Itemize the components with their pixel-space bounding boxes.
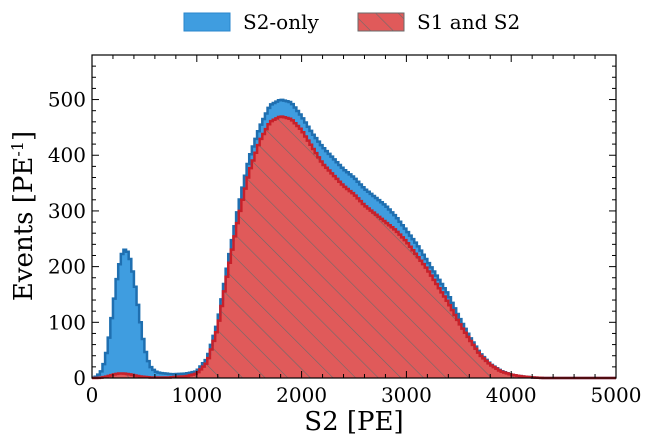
y-tick-label: 500 [48,88,86,112]
legend-label-s2-only: S2-only [243,10,320,34]
legend-swatch-s2-only [183,12,231,32]
x-tick-label: 4000 [486,383,537,407]
legend-label-s1-and-s2: S1 and S2 [417,10,520,34]
plot-frame [91,54,617,379]
y-axis-label-superscript: -1 [8,141,27,157]
x-tick-label: 0 [86,383,99,407]
x-tick-label: 3000 [381,383,432,407]
legend: S2-only S1 and S2 [183,10,520,34]
legend-swatch-s1-and-s2 [357,12,405,32]
y-tick-label: 300 [48,199,86,223]
x-tick-label: 5000 [591,383,642,407]
y-axis-label: Events [PE-1] [8,131,40,301]
x-tick-label: 2000 [276,383,327,407]
y-tick-label: 0 [73,366,86,390]
y-axis-label-close: ] [9,131,39,141]
series-s1-and-s2-line [92,115,616,380]
plot-area [92,98,616,380]
axis-ticks: 0 1000 2000 3000 4000 5000 0 100 200 300 400 500 [48,55,642,407]
y-axis-label-main: Events [PE [9,157,39,301]
y-tick-label: 400 [48,143,86,167]
y-tick-label: 200 [48,255,86,279]
x-tick-label: 1000 [171,383,222,407]
y-tick-label: 100 [48,310,86,334]
x-axis-label: S2 [PE] [304,407,403,434]
series-s1-and-s2-hatch [92,116,616,378]
